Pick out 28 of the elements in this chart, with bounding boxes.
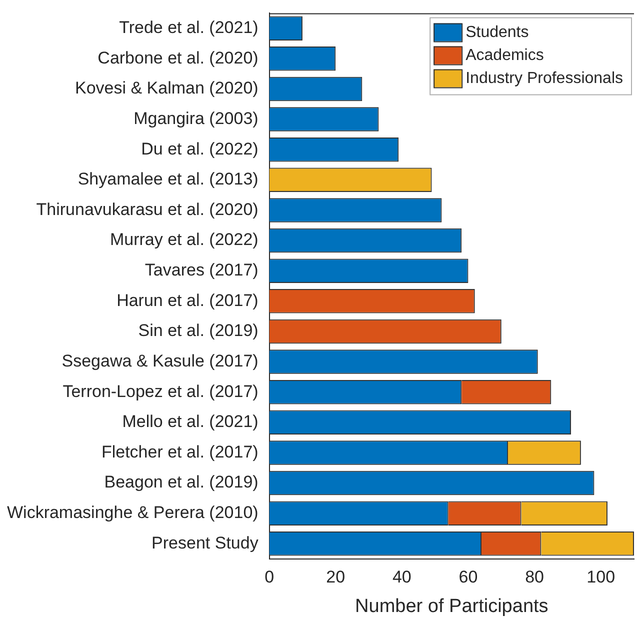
- y-tick-label: Tavares (2017): [144, 260, 258, 280]
- y-tick-label: Shyamalee et al. (2013): [78, 170, 258, 189]
- x-axis-title: Number of Participants: [355, 596, 548, 617]
- x-tick-label: 40: [392, 568, 412, 587]
- y-tick-label: Carbone et al. (2020): [98, 48, 258, 68]
- y-tick-label: Sin et al. (2019): [138, 321, 258, 340]
- y-tick-label: Mello et al. (2021): [122, 412, 258, 432]
- y-tick-label: Fletcher et al. (2017): [101, 442, 258, 462]
- y-tick-label: Present Study: [152, 533, 259, 552]
- x-tick-label: 0: [264, 568, 274, 587]
- y-tick-label: Du et al. (2022): [141, 139, 258, 158]
- y-tick-label: Murray et al. (2022): [110, 230, 258, 250]
- legend-label: Students: [466, 24, 529, 42]
- x-tick-label: 100: [586, 568, 616, 587]
- y-tick-label: Beagon et al. (2019): [104, 472, 258, 492]
- y-tick-label: Terron-Lopez et al. (2017): [62, 382, 258, 401]
- x-tick-label: 80: [525, 568, 544, 587]
- legend-label: Academics: [466, 47, 544, 64]
- y-tick-label: Thirunavukarasu et al. (2020): [36, 200, 258, 219]
- x-tick-label: 20: [326, 568, 346, 587]
- y-tick-label: Wickramasinghe & Perera (2010): [6, 503, 258, 522]
- y-tick-label: Ssegawa & Kasule (2017): [62, 351, 258, 370]
- legend-label: Industry Professionals: [466, 70, 623, 88]
- y-tick-label: Mgangira (2003): [134, 108, 258, 128]
- x-tick-label: 60: [458, 568, 478, 587]
- y-tick-label: Harun et al. (2017): [116, 290, 258, 310]
- y-tick-label: Trede et al. (2021): [119, 18, 258, 38]
- y-tick-label: Kovesi & Kalman (2020): [74, 78, 258, 98]
